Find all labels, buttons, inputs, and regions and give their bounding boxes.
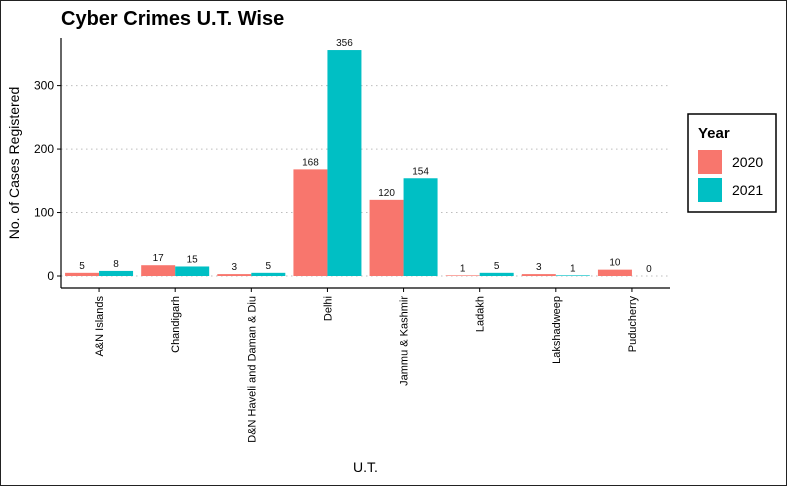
data-label-2021-4: 154: [412, 166, 429, 177]
y-tick-label-100: 100: [34, 206, 54, 220]
bar-2021-5: [479, 272, 514, 276]
bar-2020-3: [293, 169, 328, 276]
chart-title: Cyber Crimes U.T. Wise: [61, 8, 284, 30]
y-tick-label-300: 300: [34, 79, 54, 93]
x-tick-label-0: A&N Islands: [94, 296, 106, 357]
legend-label-2020: 2020: [732, 154, 763, 170]
data-label-2020-0: 5: [79, 261, 85, 272]
data-label-2020-7: 10: [609, 258, 621, 269]
bar-2020-0: [65, 272, 100, 276]
bar-2020-1: [141, 265, 176, 276]
data-label-2020-5: 1: [460, 263, 466, 274]
data-label-2021-5: 5: [494, 261, 500, 272]
data-label-2021-3: 356: [336, 38, 353, 49]
x-tick-label-1: Chandigarh: [170, 296, 182, 353]
data-label-2020-4: 120: [378, 188, 395, 199]
x-tick-label-6: Lakshadweep: [551, 296, 563, 364]
y-tick-label-200: 200: [34, 142, 54, 156]
data-label-2021-1: 15: [187, 254, 199, 265]
x-tick-label-2: D&N Haveli and Daman & Diu: [246, 296, 258, 443]
x-axis-title: U.T.: [353, 459, 378, 475]
x-tick-label-7: Puducherry: [627, 296, 639, 353]
legend-label-2021: 2021: [732, 182, 763, 198]
data-label-2021-7: 0: [646, 264, 652, 275]
data-label-2020-2: 3: [232, 262, 238, 273]
x-tick-label-4: Jammu & Kashmir: [399, 296, 411, 386]
data-label-2020-3: 168: [302, 157, 319, 168]
bar-2021-0: [99, 270, 134, 276]
bar-2021-1: [175, 266, 210, 276]
y-tick-label-0: 0: [47, 269, 54, 283]
bar-2021-4: [403, 178, 438, 276]
bar-2020-4: [369, 199, 404, 276]
data-label-2020-6: 3: [536, 262, 542, 273]
bar-2021-3: [327, 50, 362, 276]
legend-key-2021: [698, 178, 722, 202]
bar-2020-6: [521, 274, 556, 276]
data-label-2021-0: 8: [113, 259, 119, 270]
legend-key-2020: [698, 150, 722, 174]
data-label-2021-2: 5: [266, 261, 272, 272]
bar-2020-2: [217, 274, 252, 276]
x-tick-label-3: Delhi: [322, 296, 334, 321]
bar-2021-2: [251, 272, 286, 276]
bar-2020-7: [597, 269, 632, 276]
bar-2020-5: [445, 275, 480, 276]
data-label-2020-1: 17: [153, 253, 165, 264]
bar-2021-6: [555, 275, 590, 276]
legend-title: Year: [698, 125, 730, 142]
y-axis-title: No. of Cases Registered: [6, 87, 22, 240]
data-label-2021-6: 1: [570, 263, 576, 274]
x-tick-label-5: Ladakh: [475, 296, 487, 332]
